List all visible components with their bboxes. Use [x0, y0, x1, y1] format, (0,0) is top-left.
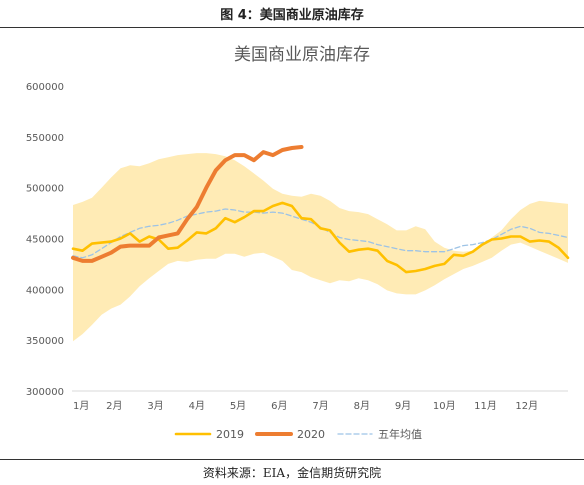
inventory-chart: 美国商业原油库存 300000 350000 400000 450000 500000 5… — [26, 45, 570, 441]
legend-label-1: 2020 — [297, 428, 325, 441]
x-tick-label: 12月 — [515, 400, 538, 412]
x-tick-label: 3月 — [147, 400, 163, 412]
series-layer — [71, 145, 570, 274]
x-tick-label: 5月 — [230, 400, 246, 412]
x-tick-label: 11月 — [474, 400, 497, 412]
figure-caption: 图 4：美国商业原油库存 — [220, 7, 364, 23]
y-tick-label: 600000 — [26, 82, 64, 93]
legend-label-0: 2019 — [216, 428, 244, 441]
x-tick-label: 8月 — [354, 400, 370, 412]
range-band-area — [73, 153, 568, 342]
y-tick-label: 450000 — [26, 235, 64, 246]
y-tick-label: 500000 — [26, 184, 64, 195]
x-tick-label: 2月 — [106, 400, 122, 412]
y-axis-ticks: 300000 350000 400000 450000 500000 550000 6000… — [26, 82, 64, 398]
source-note: 资料来源：EIA，金信期货研究院 — [202, 465, 382, 480]
x-tick-label: 7月 — [312, 400, 328, 412]
five-year-range-band — [73, 153, 568, 342]
x-tick-label: 1月 — [73, 400, 89, 412]
x-tick-label: 9月 — [395, 400, 411, 412]
y-tick-label: 350000 — [26, 336, 64, 347]
x-tick-label: 4月 — [189, 400, 205, 412]
legend: 2019 2020 五年均值 — [174, 427, 422, 441]
series-line-1 — [71, 145, 304, 263]
chart-title: 美国商业原油库存 — [234, 45, 370, 65]
x-axis-ticks: 1月 2月 3月 4月 5月 6月 7月 8月 9月 10月 11月 12月 — [73, 400, 538, 412]
x-tick-label: 10月 — [433, 400, 456, 412]
x-tick-label: 6月 — [271, 400, 287, 412]
legend-label-2: 五年均值 — [378, 427, 422, 441]
y-tick-label: 300000 — [26, 387, 64, 398]
y-tick-label: 550000 — [26, 133, 64, 144]
source-rule — [0, 459, 584, 460]
caption-rule — [0, 27, 584, 28]
y-tick-label: 400000 — [26, 285, 64, 296]
